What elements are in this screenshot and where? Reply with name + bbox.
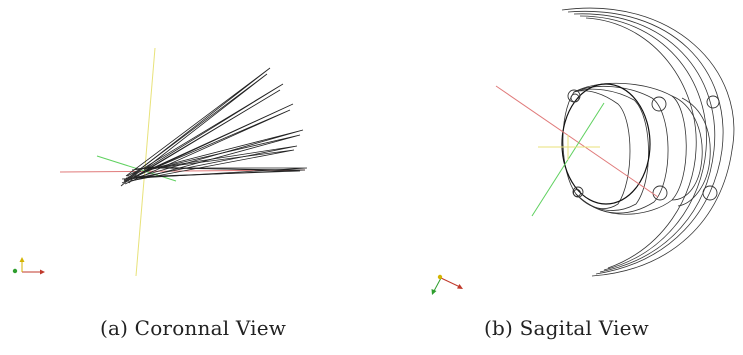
panel-b-caption: (b) Sagital View: [484, 316, 649, 340]
outer-crescent-wireframe: [561, 7, 735, 277]
sagittal-view-panel: (b) Sagital View: [372, 0, 743, 355]
coronal-wireframe-fan: [121, 67, 308, 185]
inner-loop-wireframe: [562, 82, 711, 215]
red-axis-line: [495, 85, 659, 198]
orientation-triad-icon: [431, 274, 463, 295]
yellow-axis-line: [135, 47, 156, 277]
origin-stubs: [120, 169, 142, 187]
coronal-view-panel: (a) Coronnal View: [0, 0, 370, 355]
coronal-view-canvas: [12, 47, 308, 277]
sagittal-oval: [561, 83, 651, 205]
sagittal-view-canvas: [431, 7, 735, 295]
panel-a-caption: (a) Coronnal View: [100, 316, 287, 340]
orientation-triad-icon: [12, 257, 45, 275]
marker-circles: [567, 89, 720, 201]
